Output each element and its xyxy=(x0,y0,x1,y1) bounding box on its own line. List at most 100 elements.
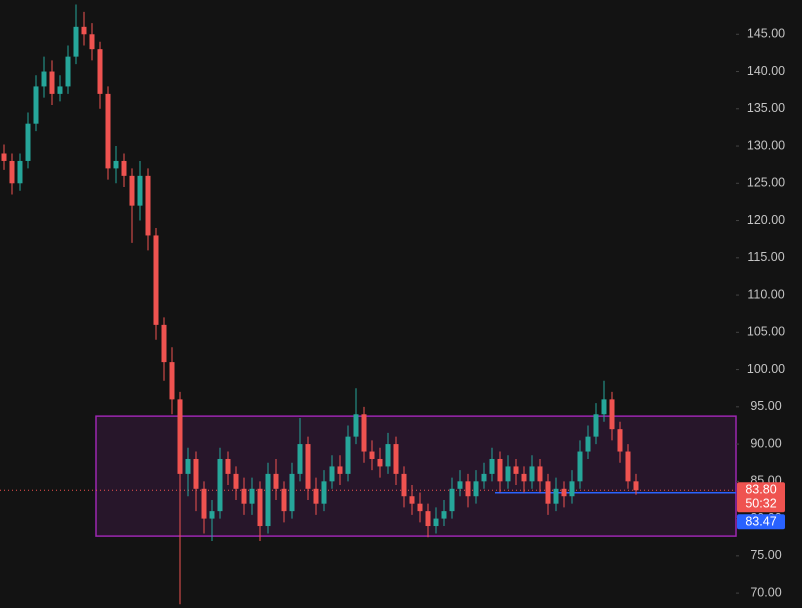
candle-body xyxy=(113,160,119,169)
candle-body xyxy=(257,488,263,527)
candle-body xyxy=(521,473,527,482)
candle-body xyxy=(33,86,39,124)
candle-body xyxy=(321,481,327,504)
y-tick-label: 145.00 xyxy=(747,27,785,41)
candle-body xyxy=(233,473,239,489)
candle-body xyxy=(593,414,599,437)
candle-body xyxy=(57,86,63,94)
candle-body xyxy=(153,235,159,325)
candle-body xyxy=(361,414,367,452)
y-tick-label: 105.00 xyxy=(747,325,785,339)
candle-body xyxy=(65,56,71,87)
y-tick-label: 125.00 xyxy=(747,176,785,190)
candle-body xyxy=(393,444,399,474)
candle-body xyxy=(105,93,111,169)
candle-body xyxy=(137,175,143,206)
candle-body xyxy=(249,488,255,504)
candle-body xyxy=(73,26,79,57)
candle-body xyxy=(177,399,183,474)
candle-body xyxy=(505,466,511,482)
candle-body xyxy=(49,71,55,94)
candle-body xyxy=(433,518,439,527)
candle-body xyxy=(465,481,471,497)
candle-body xyxy=(25,123,31,161)
countdown-label: 50:32 xyxy=(745,497,776,511)
candle-body xyxy=(561,488,567,497)
y-tick-label: 75.00 xyxy=(750,548,781,562)
y-tick-label: 70.00 xyxy=(750,585,781,599)
y-tick-label: 135.00 xyxy=(747,101,785,115)
candle-body xyxy=(449,488,455,512)
candle-body xyxy=(297,444,303,474)
candle-body xyxy=(617,429,623,452)
y-tick-label: 120.00 xyxy=(747,213,785,227)
candle-body xyxy=(633,481,639,491)
y-tick-label: 95.00 xyxy=(750,399,781,413)
candle-body xyxy=(345,436,351,474)
candle-body xyxy=(313,488,319,504)
y-tick-label: 115.00 xyxy=(747,250,784,264)
candle-body xyxy=(481,473,487,482)
candle-body xyxy=(625,451,631,482)
candle-body xyxy=(401,473,407,497)
y-tick-label: 140.00 xyxy=(747,64,785,78)
candle-body xyxy=(537,466,543,482)
candle-body xyxy=(225,458,231,474)
candle-body xyxy=(217,458,223,512)
candle-body xyxy=(9,160,15,184)
candle-body xyxy=(129,175,135,206)
candle-body xyxy=(17,160,23,184)
level-box xyxy=(737,514,785,530)
candle-body xyxy=(97,49,103,94)
candle-body xyxy=(377,458,383,467)
candle-body xyxy=(161,324,167,363)
candle-body xyxy=(577,451,583,482)
candle-body xyxy=(441,511,447,519)
candle-body xyxy=(473,481,479,497)
y-tick-label: 130.00 xyxy=(747,138,785,152)
candle-body xyxy=(145,175,151,236)
candle-body xyxy=(241,488,247,504)
candle-body xyxy=(417,503,423,512)
candle-body xyxy=(305,444,311,489)
candle-body xyxy=(569,481,575,497)
candle-body xyxy=(185,458,191,474)
y-tick-label: 110.00 xyxy=(747,287,784,301)
candle-body xyxy=(513,466,519,474)
candle-body xyxy=(457,481,463,489)
candle-body xyxy=(601,399,607,415)
candle-body xyxy=(425,511,431,527)
candle-body xyxy=(193,458,199,489)
candle-body xyxy=(353,414,359,437)
candle-body xyxy=(545,481,551,504)
candle-body xyxy=(585,436,591,452)
candle-body xyxy=(273,473,279,489)
candle-body xyxy=(529,466,535,482)
candle-body xyxy=(337,466,343,474)
last-price-label: 83.80 xyxy=(745,483,776,497)
candle-body xyxy=(81,26,87,35)
candle-body xyxy=(489,458,495,474)
candle-body xyxy=(609,399,615,430)
range-box xyxy=(95,415,737,537)
candle-body xyxy=(41,71,47,87)
candle-body xyxy=(385,444,391,467)
candle-body xyxy=(89,34,95,50)
candle-body xyxy=(121,160,127,176)
candle-body xyxy=(289,473,295,512)
candle-body xyxy=(209,511,215,519)
y-tick-label: 100.00 xyxy=(747,362,785,376)
candle-body xyxy=(1,153,7,161)
candle-body xyxy=(497,458,503,482)
candle-body xyxy=(281,488,287,512)
level-label: 83.47 xyxy=(745,515,776,529)
candle-body xyxy=(369,451,375,459)
last-price-box xyxy=(737,482,785,513)
candle-body xyxy=(169,362,175,400)
candle-body xyxy=(265,473,271,527)
candle-body xyxy=(329,466,335,482)
y-tick-label: 90.00 xyxy=(750,436,781,450)
candle-body xyxy=(409,496,415,504)
candle-body xyxy=(553,488,559,504)
